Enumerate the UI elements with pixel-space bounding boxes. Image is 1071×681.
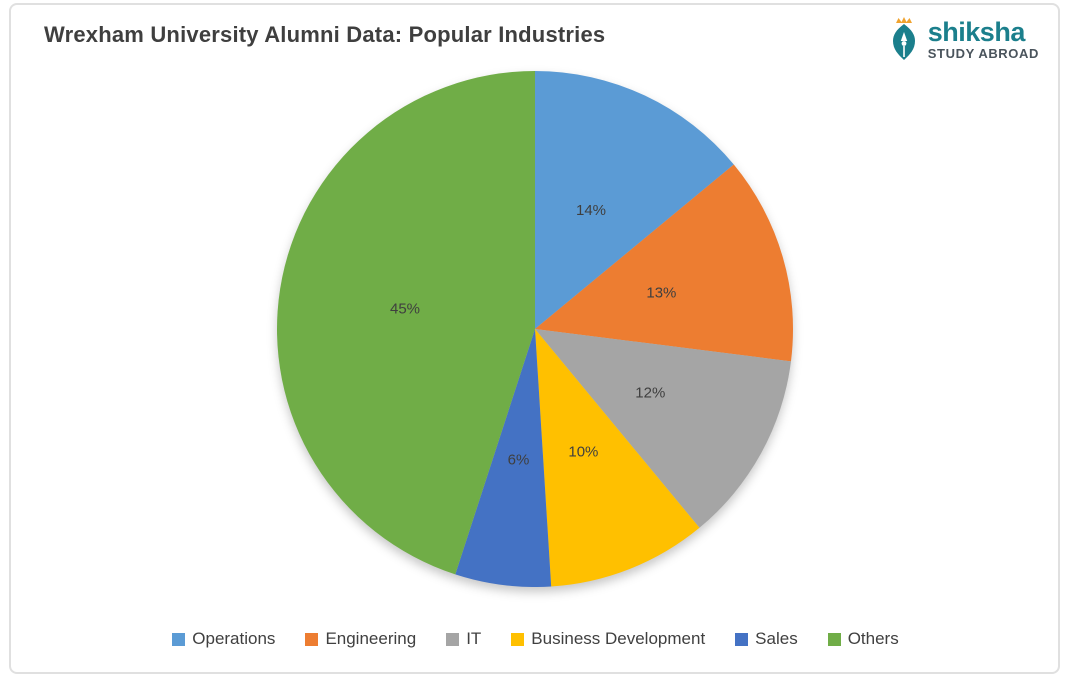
pie-slice-business-development — [535, 329, 700, 587]
logo-subtitle-text: STUDY ABROAD — [927, 45, 1039, 61]
chart-legend: Operations Engineering IT Business Developm… — [0, 629, 1071, 649]
legend-item-engineering: Engineering — [305, 629, 416, 649]
legend-swatch-sales — [735, 632, 749, 646]
legend-item-it: IT — [446, 629, 481, 649]
legend-item-business-development: Business Development — [511, 629, 705, 649]
legend-swatch-it — [446, 632, 460, 646]
legend-label-business-development: Business Development — [531, 629, 706, 648]
legend-label-engineering: Engineering — [325, 629, 417, 648]
shiksha-logo: shiksha STUDY ABROAD — [886, 16, 1039, 62]
pie-label-it: 12% — [635, 384, 665, 401]
legend-item-operations: Operations — [172, 629, 275, 649]
legend-label-others: Others — [847, 629, 899, 648]
legend-item-others: Others — [827, 629, 899, 649]
pie-slice-it — [535, 329, 791, 528]
legend-label-operations: Operations — [192, 629, 276, 648]
pie-slice-others — [277, 71, 535, 575]
pie-label-business-development: 10% — [568, 443, 598, 460]
pen-nib-icon — [892, 17, 915, 60]
pie-label-sales: 6% — [508, 452, 530, 469]
pie-slice-operations — [535, 71, 734, 329]
logo-brand-text: shiksha — [927, 16, 1026, 47]
pie-slice-sales — [455, 329, 552, 587]
legend-label-sales: Sales — [755, 629, 798, 648]
legend-swatch-engineering — [305, 632, 319, 646]
legend-swatch-others — [827, 632, 841, 646]
pie-slice-engineering — [535, 164, 794, 362]
legend-item-sales: Sales — [735, 629, 798, 649]
pie-label-others: 45% — [390, 300, 420, 317]
legend-label-it: IT — [466, 629, 482, 648]
chart-title: Wrexham University Alumni Data: Popular … — [44, 22, 606, 47]
pie-label-operations: 14% — [576, 202, 606, 219]
logo-text: shiksha STUDY ABROAD — [927, 16, 1039, 61]
legend-swatch-operations — [172, 632, 186, 646]
pie-label-engineering: 13% — [646, 284, 676, 301]
legend-swatch-business-development — [511, 632, 525, 646]
